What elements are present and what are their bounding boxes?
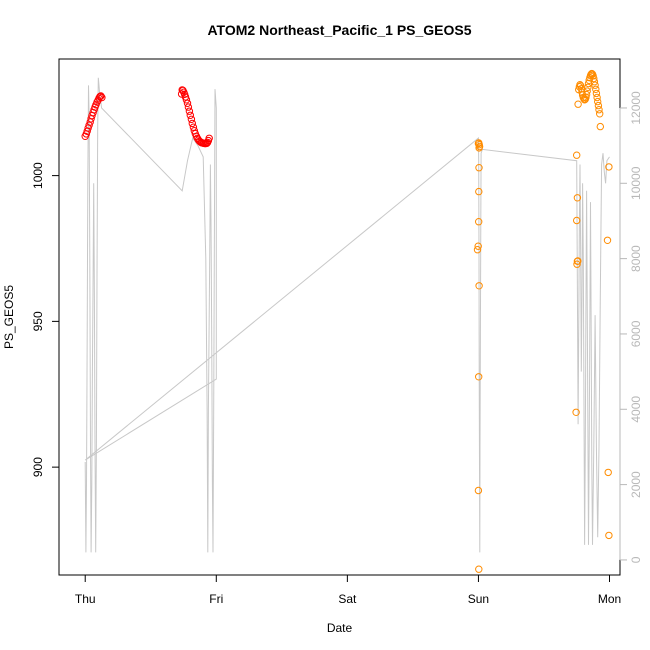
data-point-red [184, 103, 193, 111]
data-point-orange [592, 89, 601, 98]
y-tick-label: 1000 [31, 162, 45, 189]
data-point-orange [604, 468, 612, 477]
data-point-orange [574, 257, 582, 265]
data-point-orange [605, 163, 613, 171]
right-tick-label: 0 [629, 556, 643, 563]
data-point-red [98, 93, 106, 102]
x-tick-label: Sat [338, 592, 357, 606]
data-point-orange [573, 194, 582, 202]
data-point-orange [572, 408, 580, 416]
data-point-orange [595, 106, 603, 114]
right-tick-label: 4000 [629, 396, 643, 423]
x-tick-label: Sun [468, 592, 489, 606]
x-tick-label: Thu [75, 592, 96, 606]
data-point-orange [573, 260, 581, 268]
data-point-orange [590, 74, 598, 83]
data-point-orange [475, 144, 483, 152]
right-tick-label: 6000 [629, 320, 643, 347]
data-point-orange [573, 151, 581, 159]
data-point-orange [583, 87, 591, 95]
chart-title: ATOM2 Northeast_Pacific_1 PS_GEOS5 [207, 22, 471, 38]
x-axis-label: Date [327, 621, 353, 635]
x-tick-label: Fri [209, 592, 223, 606]
data-point-red [178, 86, 186, 94]
data-point-red [183, 99, 192, 108]
data-point-orange [475, 373, 483, 381]
data-point-orange [576, 81, 584, 89]
data-point-orange [594, 101, 603, 110]
data-point-orange [474, 486, 483, 495]
data-point-orange [475, 218, 483, 226]
altitude-line-layer [84, 77, 610, 553]
data-point-orange [574, 100, 582, 108]
data-point-orange [475, 282, 483, 290]
data-point-orange [592, 85, 600, 94]
data-point-orange [578, 88, 586, 96]
data-point-red [85, 121, 93, 129]
data-point-orange [582, 90, 591, 99]
data-point-orange [603, 236, 612, 245]
data-point-orange [573, 216, 581, 225]
data-point-orange [473, 246, 482, 254]
data-point-orange [475, 565, 483, 573]
data-point-orange [596, 110, 604, 118]
data-point-orange [596, 122, 604, 131]
data-point-orange [594, 97, 602, 106]
data-point-red [186, 111, 195, 120]
data-point-red [182, 96, 191, 104]
y-tick-label: 900 [31, 457, 45, 477]
y-tick-label: 950 [31, 311, 45, 331]
data-point-orange [590, 78, 599, 86]
right-tick-label: 2000 [629, 471, 643, 498]
data-point-orange [593, 93, 601, 102]
data-point-red [185, 107, 194, 115]
data-point-orange [591, 81, 599, 89]
data-point-red [95, 94, 103, 102]
data-point-red [188, 119, 197, 128]
data-point-red [205, 134, 213, 143]
plot-frame [58, 58, 621, 576]
axes-layer: Thu Fri Sat Sun Mon9009501000020004000600080… [31, 91, 643, 606]
data-point-orange [475, 187, 483, 196]
x-tick-label: Mon [598, 592, 621, 606]
y-axis-label: PS_GEOS5 [2, 285, 16, 349]
data-point-red [187, 115, 196, 124]
data-point-orange [605, 531, 613, 540]
data-point-red [177, 90, 186, 98]
data-point-orange [474, 242, 482, 250]
right-tick-label: 12000 [629, 91, 643, 125]
right-tick-label: 8000 [629, 245, 643, 272]
right-tick-label: 10000 [629, 166, 643, 200]
data-point-red [189, 123, 198, 131]
altitude-line [84, 77, 610, 553]
data-point-orange [584, 83, 592, 92]
points-layer [81, 69, 613, 573]
data-point-red [97, 92, 105, 100]
data-point-orange [475, 164, 483, 172]
